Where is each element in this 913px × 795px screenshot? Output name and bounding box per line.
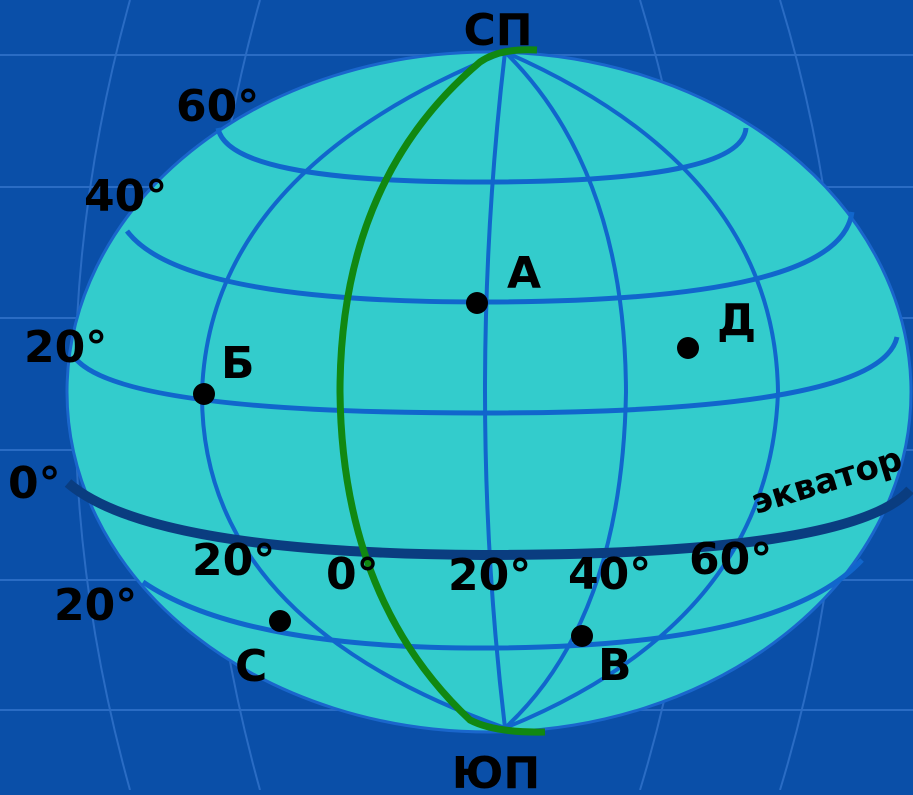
point-v-marker <box>571 625 593 647</box>
parallel-20n <box>73 336 900 416</box>
longitude-label-20e: 20° <box>448 550 531 601</box>
point-c-label: С <box>235 641 267 692</box>
north-pole-label: СП <box>463 5 532 56</box>
parallel-60n <box>215 127 749 185</box>
meridian-60e <box>504 50 781 730</box>
south-pole-label: ЮП <box>452 748 540 790</box>
latitude-label-20s: 20° <box>54 580 137 631</box>
meridian-40e <box>503 50 629 730</box>
longitude-label-0: 0° <box>326 549 379 600</box>
latitude-label-40n: 40° <box>84 171 167 222</box>
globe-body <box>65 50 913 734</box>
point-a-marker <box>466 292 488 314</box>
point-v-label: В <box>598 640 632 691</box>
point-c-marker <box>269 610 291 632</box>
equator-line <box>64 479 913 561</box>
longitude-label-60e: 60° <box>689 534 772 585</box>
point-b-label: Б <box>221 338 255 389</box>
latitude-label-20n: 20° <box>24 322 107 373</box>
latitude-label-0: 0° <box>8 458 61 509</box>
prime-meridian <box>336 46 546 736</box>
point-d-label: Д <box>717 295 756 346</box>
longitude-label-40e: 40° <box>568 549 651 600</box>
meridian-20e <box>483 51 507 729</box>
parallel-20s <box>141 558 864 651</box>
point-d-marker <box>677 337 699 359</box>
point-b-marker <box>193 383 215 405</box>
point-a-label: А <box>507 248 541 299</box>
longitude-label-20w: 20° <box>192 535 275 586</box>
latitude-label-60n: 60° <box>176 81 259 132</box>
